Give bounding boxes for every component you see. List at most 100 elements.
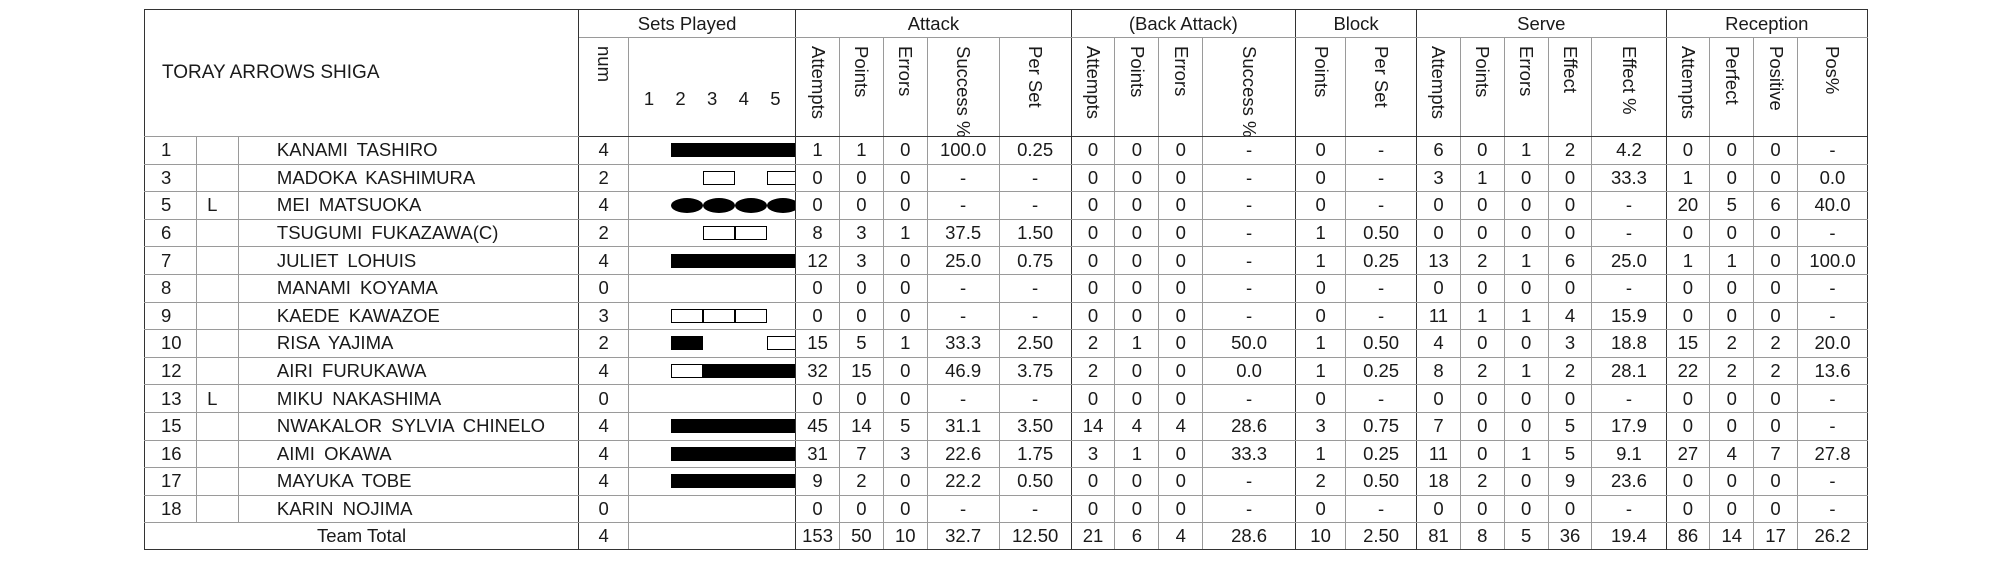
stat-cell: 0 (1665, 218, 1711, 248)
table-row: 12 AIRI FURUKAWA 4 32 15 0 46.9 3.75 2 0 0 0.0 1 0.25… (143, 356, 1869, 386)
table-row: 16 AIMI OKAWA 4 31 7 3 22.6 1.75 3 1 0 33.3 1 0.25 11 0… (143, 439, 1869, 469)
stat-cell: 20 (1665, 191, 1711, 220)
sets-count: 4 (578, 467, 630, 496)
starter-set-marker (703, 474, 736, 489)
column-header-label: Pos% (1822, 46, 1844, 95)
stat-cell: - (926, 191, 1000, 220)
stat-cell: 0 (1114, 467, 1160, 496)
stat-cell: 2 (1547, 356, 1593, 386)
stat-cell: 0 (1753, 163, 1798, 193)
stat-cell: 0 (1158, 384, 1204, 413)
stat-cell: 0.50 (1345, 329, 1418, 358)
stat-cell: - (926, 301, 1000, 331)
stat-cell: - (1796, 301, 1869, 331)
stat-cell: 23.6 (1591, 467, 1667, 496)
stat-cell: - (1591, 494, 1667, 524)
starter-set-marker (671, 336, 704, 351)
column-header-label: Errors (1170, 46, 1192, 97)
starter-set-marker (703, 364, 736, 379)
column-header-label: Points (851, 46, 873, 98)
stat-cell: 0 (1114, 191, 1160, 220)
sets-played-marks (628, 218, 797, 248)
stat-cell: 0 (1503, 273, 1549, 303)
table-row: 8 MANAMI KOYAMA 0 0 0 0- -0 0 0-0-0 0 0 0-0 0 0- (143, 273, 1869, 303)
stat-cell: 8 (1459, 522, 1505, 551)
stat-cell: 25.0 (1591, 246, 1667, 275)
stat-cell: - (1202, 246, 1297, 275)
stat-cell: 14 (1070, 411, 1116, 441)
stat-cell: 0.75 (998, 246, 1072, 275)
stat-cell: 0 (838, 163, 884, 193)
stat-cell: 4.2 (1591, 136, 1667, 165)
stat-cell: 0 (1753, 136, 1798, 165)
stat-cell: 0 (1547, 384, 1593, 413)
sets-count: 4 (578, 246, 630, 275)
stat-cell: 0 (1158, 163, 1204, 193)
sub-set-marker (671, 364, 704, 379)
stat-cell: 0 (1709, 467, 1755, 496)
sets-count: 0 (578, 273, 630, 303)
column-header: Pos% (1796, 37, 1869, 137)
team-total-label: Team Total (143, 522, 580, 551)
sets-played-marks (628, 191, 797, 220)
stat-cell: 0.0 (1202, 356, 1297, 386)
column-header: Points (1295, 37, 1347, 137)
sets-played-marks (628, 494, 797, 524)
table-row: 10 RISA YAJIMA 2 15 5 1 33.3 2.50 2 1 0 50.0 1 0.50 4 0… (143, 329, 1869, 358)
team-total-row: Team Total 4 153 50 10 32.7 12.50 21 6 4 28.6 10 2.5… (143, 522, 1869, 551)
column-header: Points (1459, 37, 1505, 137)
stat-cell: 4 (1158, 411, 1204, 441)
stat-cell: 33.3 (1591, 163, 1667, 193)
stat-cell: 7 (838, 439, 884, 469)
stat-cell: 7 (1416, 411, 1461, 441)
sets-count: 0 (578, 384, 630, 413)
stat-cell: 11 (1416, 301, 1461, 331)
stat-cell: - (998, 191, 1072, 220)
stat-cell: 0 (1665, 467, 1711, 496)
stat-cell: - (1796, 411, 1869, 441)
stat-cell: 0 (882, 246, 928, 275)
column-header: Effect % (1591, 37, 1667, 137)
libero-mark: L (196, 384, 239, 413)
stat-cell: 0.50 (1345, 467, 1418, 496)
column-header: Positive (1753, 37, 1798, 137)
stat-cell: 0 (1295, 494, 1347, 524)
stat-cell: 1 (1114, 439, 1160, 469)
no-set-marker (735, 171, 767, 185)
player-name: JULIET LOHUIS (237, 246, 580, 275)
no-set-marker (671, 171, 703, 185)
stat-cell: 2 (1070, 356, 1116, 386)
stat-cell: 0 (1547, 191, 1593, 220)
stat-cell: 0 (1709, 218, 1755, 248)
stat-cell: 0.75 (1345, 411, 1418, 441)
stat-cell: 22 (1665, 356, 1711, 386)
no-set-marker (767, 502, 794, 516)
stat-cell: - (1591, 218, 1667, 248)
libero-set-marker (767, 197, 795, 213)
stat-cell: 2.50 (998, 329, 1072, 358)
no-set-marker (703, 502, 735, 516)
player-name: MEI MATSUOKA (237, 191, 580, 220)
stat-cell: 1.50 (998, 218, 1072, 248)
stat-cell: - (926, 384, 1000, 413)
table-row: 1 KANAMI TASHIRO 4 1 1 0 100.0 0.25 0 0 0-0-6 0 1 2 4.… (143, 136, 1869, 165)
column-header: num (578, 37, 630, 137)
player-number: 8 (143, 273, 198, 303)
player-name: KANAMI TASHIRO (237, 136, 580, 165)
stat-cell: 33.3 (926, 329, 1000, 358)
stat-cell: - (1202, 218, 1297, 248)
column-header-label: Attempts (1083, 46, 1105, 119)
player-number: 16 (143, 439, 198, 469)
group-block: Block (1295, 9, 1418, 38)
column-header-label: Points (1310, 46, 1332, 98)
stat-cell: - (1345, 163, 1418, 193)
group-reception: Reception (1665, 9, 1868, 38)
stat-cell: 0 (1753, 494, 1798, 524)
column-header: Errors (1503, 37, 1549, 137)
column-header: Attempts (795, 37, 840, 137)
table-row: 5 L MEI MATSUOKA 4 0 0 0- -0 0 0-0-0 0 0 0-20 5 6 40.0 (143, 191, 1869, 220)
libero-set-marker (735, 197, 768, 213)
stat-cell: 5 (882, 411, 928, 441)
stat-cell: 0 (1665, 384, 1711, 413)
